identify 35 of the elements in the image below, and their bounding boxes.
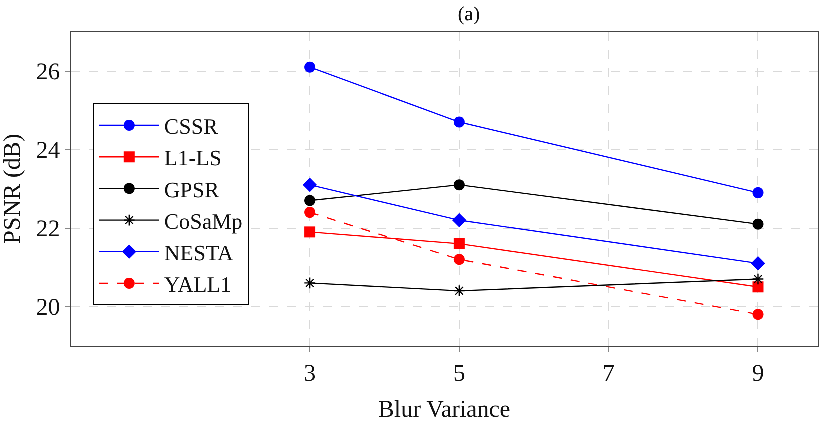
point (752, 273, 764, 286)
y-tick-label: 20 (36, 295, 60, 322)
y-tick-label: 26 (36, 60, 60, 86)
point (752, 309, 764, 320)
point (454, 180, 465, 191)
point (752, 282, 764, 293)
point (453, 285, 466, 298)
point (752, 218, 764, 230)
x-tick-label: 9 (752, 360, 764, 387)
legend-label: L1-LS (164, 146, 222, 171)
y-tick-label: 22 (36, 216, 60, 243)
point (304, 277, 316, 290)
legend-label: NESTA (164, 240, 234, 266)
y-tick-label: 24 (36, 138, 60, 164)
point (454, 254, 465, 266)
x-tick-label: 7 (602, 360, 615, 387)
chart-title: (a) (458, 3, 480, 26)
x-tick-label: 3 (304, 360, 316, 387)
point (454, 116, 465, 128)
point (751, 256, 766, 271)
point (752, 187, 764, 198)
point (304, 207, 316, 218)
x-tick-label: 5 (453, 360, 466, 387)
point (454, 238, 465, 250)
point (304, 195, 316, 206)
point (304, 62, 316, 73)
point (304, 226, 316, 238)
x-axis-title: Blur Variance (378, 397, 511, 423)
legend-label: CSSR (164, 114, 219, 140)
legend-label: GPSR (164, 177, 220, 202)
legend-label: CoSaMp (164, 208, 243, 234)
y-axis-title: PSNR (dB) (0, 134, 26, 244)
point (452, 213, 467, 228)
legend-label: YALL1 (164, 272, 232, 298)
point (302, 178, 318, 192)
